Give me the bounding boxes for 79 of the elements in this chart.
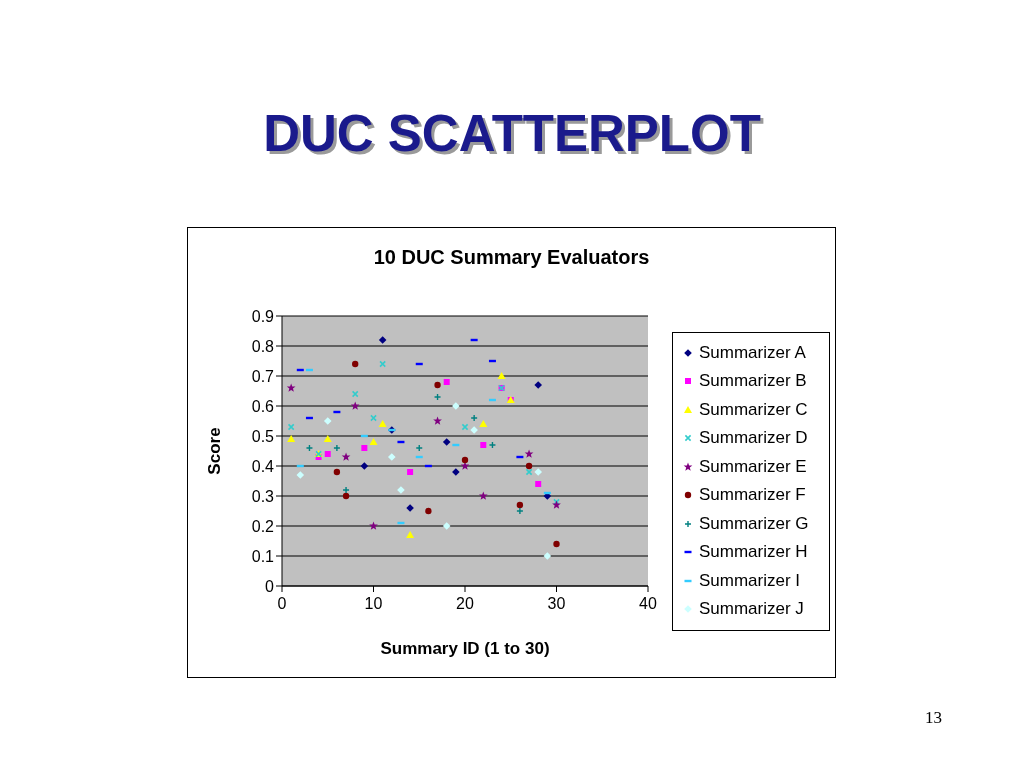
point bbox=[443, 379, 450, 385]
point bbox=[333, 444, 341, 452]
y-tick-label: 0.5 bbox=[251, 427, 275, 445]
point bbox=[305, 444, 314, 452]
point bbox=[378, 420, 387, 427]
legend-label: Summarizer B bbox=[699, 371, 807, 392]
point bbox=[350, 401, 360, 410]
point bbox=[352, 360, 359, 368]
point bbox=[516, 507, 524, 515]
point bbox=[488, 441, 497, 449]
legend-label: Summarizer F bbox=[699, 485, 806, 506]
point bbox=[388, 453, 396, 461]
y-tick-label: 0.7 bbox=[251, 367, 275, 385]
point bbox=[361, 445, 368, 451]
point bbox=[360, 462, 369, 470]
legend-label: Summarizer A bbox=[699, 342, 806, 363]
point bbox=[433, 393, 442, 401]
point bbox=[478, 491, 488, 500]
point bbox=[333, 468, 341, 476]
point bbox=[442, 438, 451, 446]
point bbox=[415, 444, 423, 452]
x-tick-label: 0 bbox=[277, 595, 287, 613]
point bbox=[425, 507, 432, 515]
point bbox=[479, 420, 488, 427]
y-tick-label: 0.2 bbox=[251, 517, 275, 535]
point bbox=[516, 501, 524, 509]
x-tick-label: 10 bbox=[364, 595, 383, 613]
point bbox=[524, 449, 534, 458]
point bbox=[296, 471, 305, 479]
y-tick-label: 0.6 bbox=[251, 397, 275, 415]
point bbox=[378, 336, 387, 344]
point bbox=[434, 381, 441, 389]
y-axis-title: Score bbox=[205, 427, 224, 475]
y-tick-label: 0.4 bbox=[251, 457, 275, 475]
point bbox=[407, 469, 414, 475]
legend-label: Summarizer C bbox=[699, 399, 808, 420]
point bbox=[553, 540, 560, 548]
point bbox=[480, 442, 487, 448]
chart-subtitle: 10 DUC Summary Evaluators bbox=[372, 246, 651, 269]
point bbox=[534, 468, 542, 476]
legend-label: Summarizer E bbox=[699, 456, 807, 477]
legend-label: Summarizer G bbox=[699, 513, 809, 534]
point bbox=[534, 381, 542, 389]
point bbox=[369, 438, 378, 445]
point bbox=[543, 552, 552, 560]
x-tick-label: 20 bbox=[456, 595, 474, 613]
y-tick-label: 0.8 bbox=[251, 337, 275, 355]
x-tick-label: 40 bbox=[639, 595, 657, 613]
y-tick-label: 0.3 bbox=[251, 487, 275, 505]
x-axis-title: Summary ID (1 to 30) bbox=[380, 639, 550, 658]
legend-label: Summarizer D bbox=[699, 428, 808, 449]
point bbox=[323, 417, 332, 425]
point bbox=[323, 435, 332, 442]
point bbox=[369, 521, 378, 530]
point bbox=[497, 372, 506, 379]
point bbox=[324, 451, 331, 457]
point bbox=[433, 416, 442, 425]
point bbox=[342, 492, 350, 500]
chart-title: DUC SCATTERPLOT bbox=[262, 104, 762, 163]
point bbox=[341, 452, 351, 461]
point bbox=[470, 414, 478, 422]
point bbox=[525, 462, 533, 470]
x-tick-label: 30 bbox=[547, 595, 566, 613]
legend-label: Summarizer H bbox=[699, 542, 808, 563]
point bbox=[406, 531, 415, 538]
point bbox=[461, 423, 469, 431]
point bbox=[525, 468, 533, 476]
point bbox=[287, 435, 296, 442]
legend-label: Summarizer J bbox=[699, 599, 804, 620]
point bbox=[342, 486, 350, 494]
y-tick-label: 0.1 bbox=[251, 547, 275, 565]
point bbox=[442, 522, 451, 530]
point bbox=[461, 456, 469, 464]
point bbox=[535, 481, 542, 487]
legend-label: Summarizer I bbox=[699, 570, 801, 591]
point bbox=[286, 383, 296, 392]
text: 13 bbox=[925, 708, 942, 728]
y-tick-label: 0 bbox=[265, 577, 275, 595]
y-tick-label: 0.9 bbox=[251, 307, 275, 325]
